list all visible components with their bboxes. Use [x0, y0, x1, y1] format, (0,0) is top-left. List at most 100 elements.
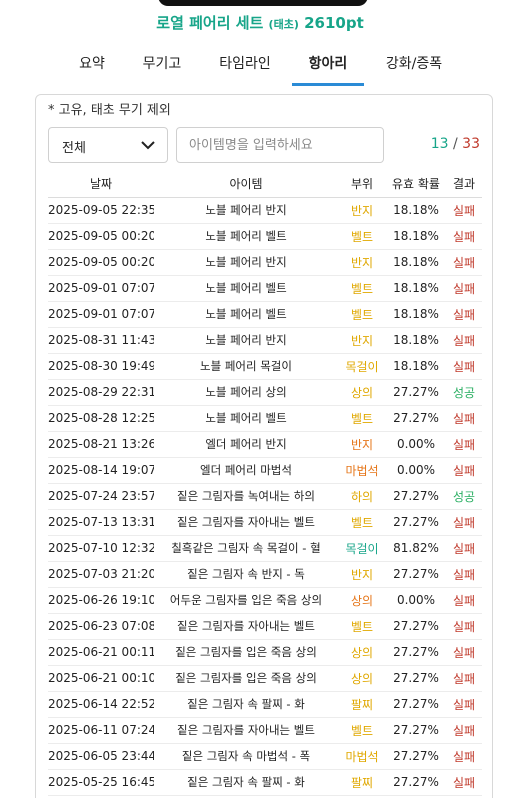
table-row[interactable]: 2025-08-14 19:07 엘더 페어리 마법석 마법석 0.00% 실패	[48, 457, 482, 484]
cell-date: 2025-08-21 13:26	[48, 431, 154, 458]
table-row[interactable]: 2025-07-03 21:20 짙은 그림자 속 반지 - 독 반지 27.27% 실…	[48, 561, 482, 588]
cell-rate: 27.27%	[386, 483, 446, 510]
col-header-date[interactable]: 날짜	[48, 171, 154, 198]
cell-date: 2025-07-03 21:20	[48, 561, 154, 588]
table-row[interactable]: 2025-06-21 00:11 짙은 그림자를 입은 죽음 상의 상의 27.27%…	[48, 639, 482, 666]
cell-rate: 0.00%	[386, 587, 446, 614]
table-row[interactable]: 2025-06-21 00:10 짙은 그림자를 입은 죽음 상의 상의 27.27%…	[48, 665, 482, 692]
table-row[interactable]: 2025-07-24 23:57 짙은 그림자를 녹여내는 하의 하의 27.27% 성…	[48, 483, 482, 510]
cell-rate: 0.00%	[386, 457, 446, 484]
cell-result: 성공	[446, 379, 482, 406]
cell-part: 반지	[338, 561, 386, 588]
cell-result: 실패	[446, 405, 482, 432]
table-row[interactable]: 2025-09-01 07:07 노블 페어리 벨트 벨트 18.18% 실패	[48, 275, 482, 302]
table-row[interactable]: 2025-06-05 23:44 짙은 그림자 속 마법석 - 폭 마법석 27.27…	[48, 743, 482, 770]
cell-item: 노블 페어리 반지	[154, 327, 338, 354]
tab-summary[interactable]: 요약	[79, 56, 105, 72]
tab-bar: 요약 무기고 타임라인 항아리 강화/증폭	[0, 52, 520, 88]
item-search-input[interactable]	[176, 127, 384, 163]
cell-rate: 27.27%	[386, 405, 446, 432]
table-row[interactable]: 2025-08-21 13:26 엘더 페어리 반지 반지 0.00% 실패	[48, 431, 482, 458]
cell-part: 벨트	[338, 613, 386, 640]
table-row[interactable]: 2025-09-05 22:35 노블 페어리 반지 반지 18.18% 실패	[48, 197, 482, 224]
exclusion-note: * 고유, 태초 무기 제외	[48, 103, 171, 118]
table-row[interactable]: 2025-05-25 16:45 짙은 그림자 속 팔찌 - 화 팔찌 27.27% 실…	[48, 769, 482, 796]
table-row[interactable]: 2025-06-11 07:24 짙은 그림자를 자아내는 벨트 벨트 27.27% 실…	[48, 717, 482, 744]
cell-item: 노블 페어리 벨트	[154, 405, 338, 432]
col-header-part[interactable]: 부위	[338, 171, 386, 198]
cell-date: 2025-05-25 16:45	[48, 769, 154, 796]
result-count: 13 / 33	[431, 136, 480, 152]
table-row[interactable]: 2025-09-05 00:20 노블 페어리 반지 반지 18.18% 실패	[48, 249, 482, 276]
cell-item: 짙은 그림자를 입은 죽음 상의	[154, 639, 338, 666]
table-row[interactable]: 2025-08-28 12:25 노블 페어리 벨트 벨트 27.27% 실패	[48, 405, 482, 432]
tab-enhance[interactable]: 강화/증폭	[385, 56, 443, 72]
cell-result: 실패	[446, 587, 482, 614]
cell-rate: 27.27%	[386, 509, 446, 536]
table-row[interactable]: 2025-06-26 19:10 어두운 그림자를 입은 죽음 상의 상의 0.00%…	[48, 587, 482, 614]
table-row[interactable]: 2025-07-13 13:31 짙은 그림자를 자아내는 벨트 벨트 27.27% 실…	[48, 509, 482, 536]
table-row[interactable]: 2025-09-05 00:20 노블 페어리 벨트 벨트 18.18% 실패	[48, 223, 482, 250]
table-row[interactable]: 2025-06-14 22:52 짙은 그림자 속 팔찌 - 화 팔찌 27.27% 실…	[48, 691, 482, 718]
table-row[interactable]: 2025-06-23 07:08 짙은 그림자를 자아내는 벨트 벨트 27.27% 실…	[48, 613, 482, 640]
cell-date: 2025-07-13 13:31	[48, 509, 154, 536]
result-count-total: 33	[462, 136, 480, 152]
jar-history-table: 날짜 아이템 부위 유효 확률 결과 2025-09-05 22:35 노블 페어…	[48, 171, 482, 796]
cell-date: 2025-06-21 00:10	[48, 665, 154, 692]
table-row[interactable]: 2025-07-10 12:32 칠흑같은 그림자 속 목걸이 - 혈 목걸이 81.…	[48, 535, 482, 562]
cell-part: 벨트	[338, 301, 386, 328]
cell-result: 실패	[446, 327, 482, 354]
cell-rate: 27.27%	[386, 691, 446, 718]
cell-rate: 18.18%	[386, 327, 446, 354]
cell-part: 상의	[338, 379, 386, 406]
cell-date: 2025-09-05 22:35	[48, 197, 154, 224]
cell-item: 칠흑같은 그림자 속 목걸이 - 혈	[154, 535, 338, 562]
cell-result: 실패	[446, 509, 482, 536]
cell-item: 짙은 그림자 속 팔찌 - 화	[154, 769, 338, 796]
cell-rate: 81.82%	[386, 535, 446, 562]
table-row[interactable]: 2025-09-01 07:07 노블 페어리 벨트 벨트 18.18% 실패	[48, 301, 482, 328]
cell-rate: 18.18%	[386, 197, 446, 224]
cell-item: 노블 페어리 벨트	[154, 223, 338, 250]
cell-item: 노블 페어리 벨트	[154, 275, 338, 302]
cell-date: 2025-06-26 19:10	[48, 587, 154, 614]
cell-result: 성공	[446, 483, 482, 510]
cell-item: 엘더 페어리 반지	[154, 431, 338, 458]
cell-part: 반지	[338, 431, 386, 458]
cell-part: 팔찌	[338, 691, 386, 718]
col-header-item[interactable]: 아이템	[154, 171, 338, 198]
cell-item: 짙은 그림자 속 반지 - 독	[154, 561, 338, 588]
cell-rate: 27.27%	[386, 769, 446, 796]
cell-date: 2025-08-30 19:49	[48, 353, 154, 380]
cell-date: 2025-06-11 07:24	[48, 717, 154, 744]
cell-rate: 18.18%	[386, 353, 446, 380]
cell-item: 노블 페어리 상의	[154, 379, 338, 406]
cell-rate: 27.27%	[386, 561, 446, 588]
cell-result: 실패	[446, 535, 482, 562]
cell-part: 팔찌	[338, 769, 386, 796]
tab-jar[interactable]: 항아리	[308, 56, 348, 72]
col-header-rate[interactable]: 유효 확률	[386, 171, 446, 198]
cell-rate: 0.00%	[386, 431, 446, 458]
chevron-down-icon	[141, 141, 155, 150]
table-row[interactable]: 2025-08-31 11:43 노블 페어리 반지 반지 18.18% 실패	[48, 327, 482, 354]
part-filter-select[interactable]: 전체	[48, 127, 168, 163]
top-notch	[158, 0, 368, 6]
cell-item: 어두운 그림자를 입은 죽음 상의	[154, 587, 338, 614]
table-row[interactable]: 2025-08-29 22:31 노블 페어리 상의 상의 27.27% 성공	[48, 379, 482, 406]
table-row[interactable]: 2025-08-30 19:49 노블 페어리 목걸이 목걸이 18.18% 실패	[48, 353, 482, 380]
cell-result: 실패	[446, 197, 482, 224]
cell-item: 짙은 그림자를 자아내는 벨트	[154, 509, 338, 536]
cell-rate: 18.18%	[386, 223, 446, 250]
tab-armory[interactable]: 무기고	[142, 56, 182, 72]
cell-part: 벨트	[338, 509, 386, 536]
cell-date: 2025-09-01 07:07	[48, 275, 154, 302]
set-title-points: 2610pt	[304, 14, 364, 32]
cell-date: 2025-08-31 11:43	[48, 327, 154, 354]
cell-item: 짙은 그림자를 녹여내는 하의	[154, 483, 338, 510]
cell-rate: 27.27%	[386, 639, 446, 666]
cell-result: 실패	[446, 691, 482, 718]
cell-item: 짙은 그림자를 입은 죽음 상의	[154, 665, 338, 692]
tab-timeline[interactable]: 타임라인	[219, 56, 271, 72]
col-header-result[interactable]: 결과	[446, 171, 482, 198]
